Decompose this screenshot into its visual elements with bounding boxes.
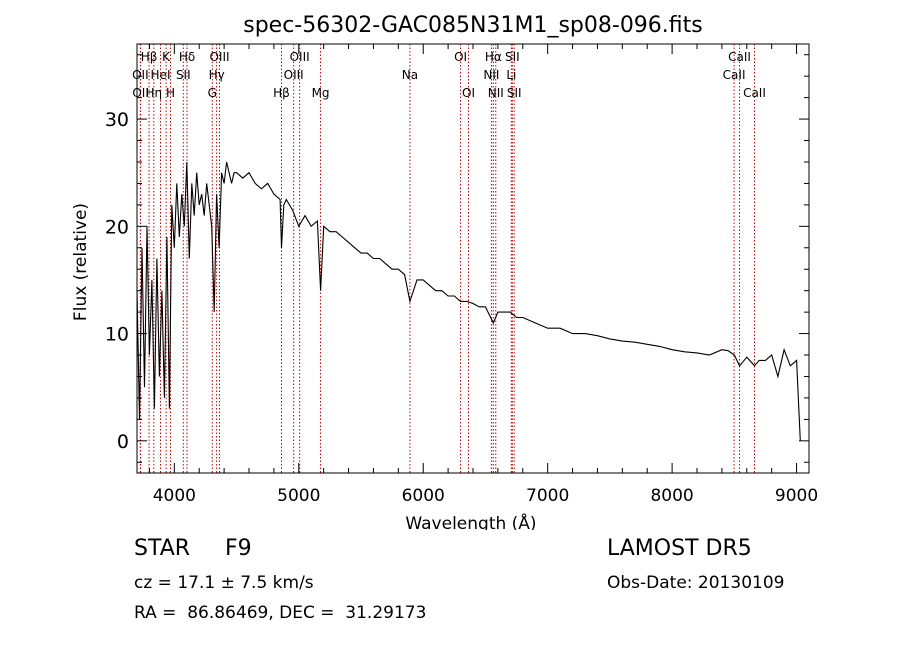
x-tick-label-2: 6000: [402, 486, 445, 506]
y-axis: 0 10 20 30: [105, 54, 809, 463]
line-label-23: Li: [506, 68, 516, 82]
line-label-16: Na: [402, 68, 418, 82]
line-label-6: H: [166, 86, 175, 100]
line-label-19: Hα: [485, 50, 502, 64]
y-axis-label: Flux (relative): [71, 203, 91, 321]
line-label-10: Hγ: [209, 68, 225, 82]
x-axis: 4000 5000 6000 7000 8000 9000: [148, 44, 818, 506]
line-label-13: OIII: [284, 68, 304, 82]
y-tick-label-2: 20: [105, 216, 129, 238]
x-axis-label: Wavelength (Å): [405, 512, 536, 530]
line-label-24: SII: [507, 86, 522, 100]
plot-frame: [136, 43, 810, 474]
line-label-18: OI: [462, 86, 475, 100]
line-label-21: NII: [488, 86, 504, 100]
spectral-line-markers: [139, 44, 755, 473]
object-classification: STAR F9: [134, 536, 252, 561]
line-label-7: Hδ: [179, 50, 195, 64]
line-label-1: OII: [132, 68, 149, 82]
x-tick-label-0: 4000: [153, 486, 196, 506]
line-label-22: SII: [505, 50, 520, 64]
line-label-9: OIII: [209, 50, 229, 64]
line-label-8: SII: [176, 68, 191, 82]
line-label-3: Hη: [145, 86, 162, 100]
line-label-0: Hβ: [141, 50, 158, 64]
observation-date: Obs-Date: 20130109: [607, 573, 785, 593]
x-tick-label-4: 8000: [650, 486, 693, 506]
spectrum-chart: spec-56302-GAC085N31M1_sp08-096.fits Hβ O…: [71, 13, 818, 530]
line-label-5: HeI: [151, 68, 171, 82]
line-label-2: OII: [132, 86, 149, 100]
x-tick-label-1: 5000: [277, 486, 320, 506]
survey-name: LAMOST DR5: [607, 536, 752, 561]
line-label-14: OIII: [290, 50, 310, 64]
line-label-12: Hβ: [273, 86, 290, 100]
coordinates: RA = 86.86469, DEC = 31.29173: [134, 603, 427, 623]
line-label-11: G: [208, 86, 217, 100]
y-tick-label-1: 10: [105, 324, 129, 346]
line-label-15: Mg: [312, 86, 330, 100]
line-label-4: K: [162, 50, 171, 64]
spectrum-series-line: [136, 161, 801, 441]
line-label-25: CaII: [728, 50, 751, 64]
y-tick-label-3: 30: [105, 109, 129, 131]
object-subclass: F9: [225, 536, 252, 561]
x-tick-label-5: 9000: [775, 486, 818, 506]
line-label-27: CaII: [743, 86, 766, 100]
redshift-velocity: cz = 17.1 ± 7.5 km/s: [134, 573, 314, 593]
line-label-20: NII: [483, 68, 499, 82]
chart-title: spec-56302-GAC085N31M1_sp08-096.fits: [243, 13, 703, 38]
object-class: STAR: [134, 536, 191, 561]
x-tick-label-3: 7000: [526, 486, 569, 506]
line-label-17: OI: [454, 50, 467, 64]
line-label-26: CaII: [723, 68, 746, 82]
y-tick-label-0: 0: [117, 431, 129, 453]
